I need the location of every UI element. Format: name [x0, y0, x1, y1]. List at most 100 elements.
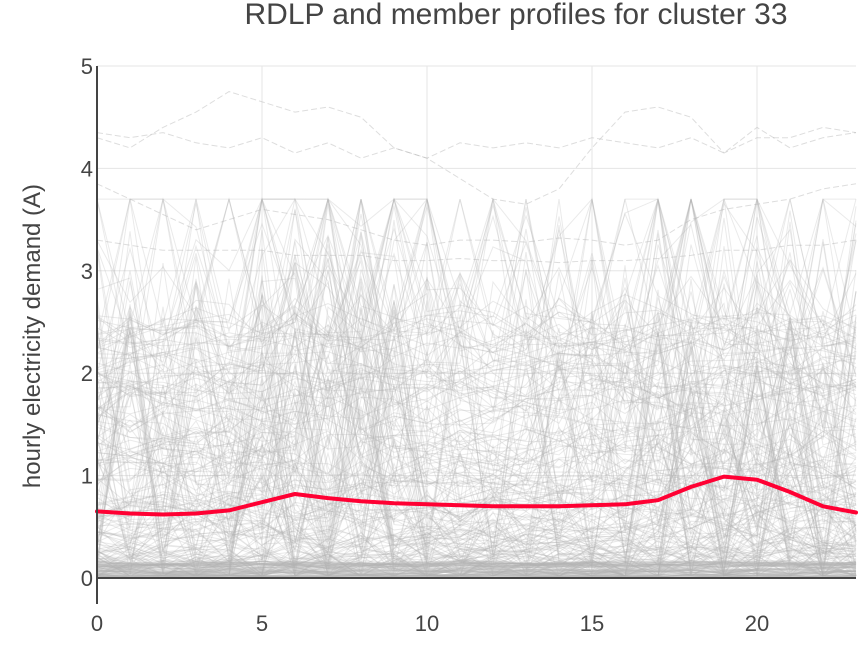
member-profile-line: [96, 562, 857, 569]
member-profile-line: [96, 340, 857, 577]
member-profile-line: [96, 199, 857, 415]
member-profile-line: [96, 198, 857, 467]
member-profile-line: [96, 246, 857, 513]
member-profile-line: [96, 560, 857, 567]
member-profile-line: [96, 198, 857, 428]
member-profile-line: [96, 283, 857, 560]
member-profile-line: [96, 562, 857, 568]
member-profile-line: [96, 323, 857, 494]
rdlp-profile: [95, 474, 858, 517]
member-profile-line: [96, 331, 857, 574]
member-profile-line: [96, 278, 857, 509]
member-profile-line: [96, 210, 857, 465]
member-profile-line: [96, 390, 857, 517]
member-profile-line: [96, 568, 857, 574]
member-profile-line: [96, 265, 857, 542]
member-profile-line: [96, 386, 857, 577]
member-profile-line: [96, 326, 857, 577]
member-profile-line: [97, 340, 857, 578]
member-profile-line: [96, 352, 857, 577]
member-profile-line: [96, 216, 857, 424]
member-profile-line: [97, 553, 856, 577]
member-profile-line: [96, 364, 857, 577]
member-profile-line: [96, 327, 857, 576]
member-profile-line: [96, 362, 857, 566]
member-profile-line: [96, 564, 857, 571]
member-profile-line: [96, 252, 857, 532]
member-profile-line: [96, 302, 857, 577]
member-profile-line: [96, 334, 857, 577]
member-profile-line: [96, 563, 857, 570]
member-profile-line: [96, 352, 857, 570]
member-profile-line: [96, 561, 857, 568]
member-profile-line: [96, 459, 857, 577]
member-profile-line: [96, 385, 857, 577]
member-profile-line: [96, 199, 857, 432]
member-profile-line: [97, 197, 857, 338]
member-profile-line: [96, 198, 857, 394]
member-profile-line: [96, 309, 857, 546]
member-profile-line: [96, 306, 857, 561]
member-profile-line: [96, 202, 857, 390]
member-profile-line: [96, 199, 857, 464]
x-tick-label: 15: [580, 611, 604, 636]
member-profile-line: [96, 258, 857, 535]
member-profile-line: [96, 364, 857, 577]
member-profile-line: [96, 395, 857, 567]
member-profile-line: [96, 244, 857, 477]
member-profile-line: [96, 567, 857, 574]
member-profile-line: [96, 332, 857, 577]
member-profile-line: [96, 329, 857, 577]
member-profile-line: [96, 315, 857, 577]
member-profile-line: [96, 198, 857, 384]
member-profile-line: [96, 269, 857, 532]
member-profile-line: [96, 198, 857, 356]
member-profile-line: [96, 415, 857, 577]
x-tick-label: 20: [745, 611, 769, 636]
member-profile-line: [96, 225, 857, 496]
member-profile-line: [96, 289, 857, 564]
member-profile-line: [96, 197, 857, 355]
member-profile-line: [96, 299, 857, 559]
member-profile-line: [96, 236, 857, 449]
member-profile-line: [96, 198, 857, 364]
member-profile-line: [96, 263, 857, 386]
member-profile-line: [96, 199, 857, 417]
member-profile-line: [96, 207, 857, 395]
member-profile-line: [96, 569, 857, 575]
member-profile-line: [96, 383, 857, 529]
y-axis-title: hourly electricity demand (A): [19, 184, 46, 488]
y-tick-label: 1: [81, 464, 93, 489]
member-profile-line: [96, 570, 857, 577]
member-profile-line: [96, 197, 857, 339]
member-profile-line: [96, 313, 857, 576]
member-profile-line: [96, 309, 857, 557]
member-profile-line: [96, 256, 857, 533]
member-profile-line: [96, 340, 857, 541]
member-profile-line: [96, 324, 857, 577]
member-profile-line: [96, 246, 857, 481]
member-profile-line: [96, 315, 857, 577]
member-profile-line: [96, 561, 857, 566]
member-profile-line: [96, 568, 857, 575]
member-profile-line: [96, 560, 857, 567]
member-profile-line: [96, 284, 857, 553]
member-profile-line: [96, 560, 857, 567]
member-profile-line: [96, 197, 857, 337]
member-profile-line: [96, 235, 857, 459]
member-profile-line: [96, 310, 857, 518]
member-profile-line: [96, 284, 857, 525]
member-profile-line: [96, 432, 857, 543]
member-profile-line: [96, 568, 857, 575]
member-profile-line: [96, 262, 857, 546]
member-profile-line: [96, 240, 857, 400]
member-profile-line: [96, 358, 857, 565]
member-profile-line: [96, 329, 857, 577]
member-profile-line: [96, 563, 857, 569]
member-profile-line: [96, 236, 857, 497]
member-profile-line: [96, 241, 857, 456]
member-profile-line: [96, 280, 857, 536]
member-profile-line: [96, 432, 857, 495]
member-profile-line: [96, 560, 857, 568]
